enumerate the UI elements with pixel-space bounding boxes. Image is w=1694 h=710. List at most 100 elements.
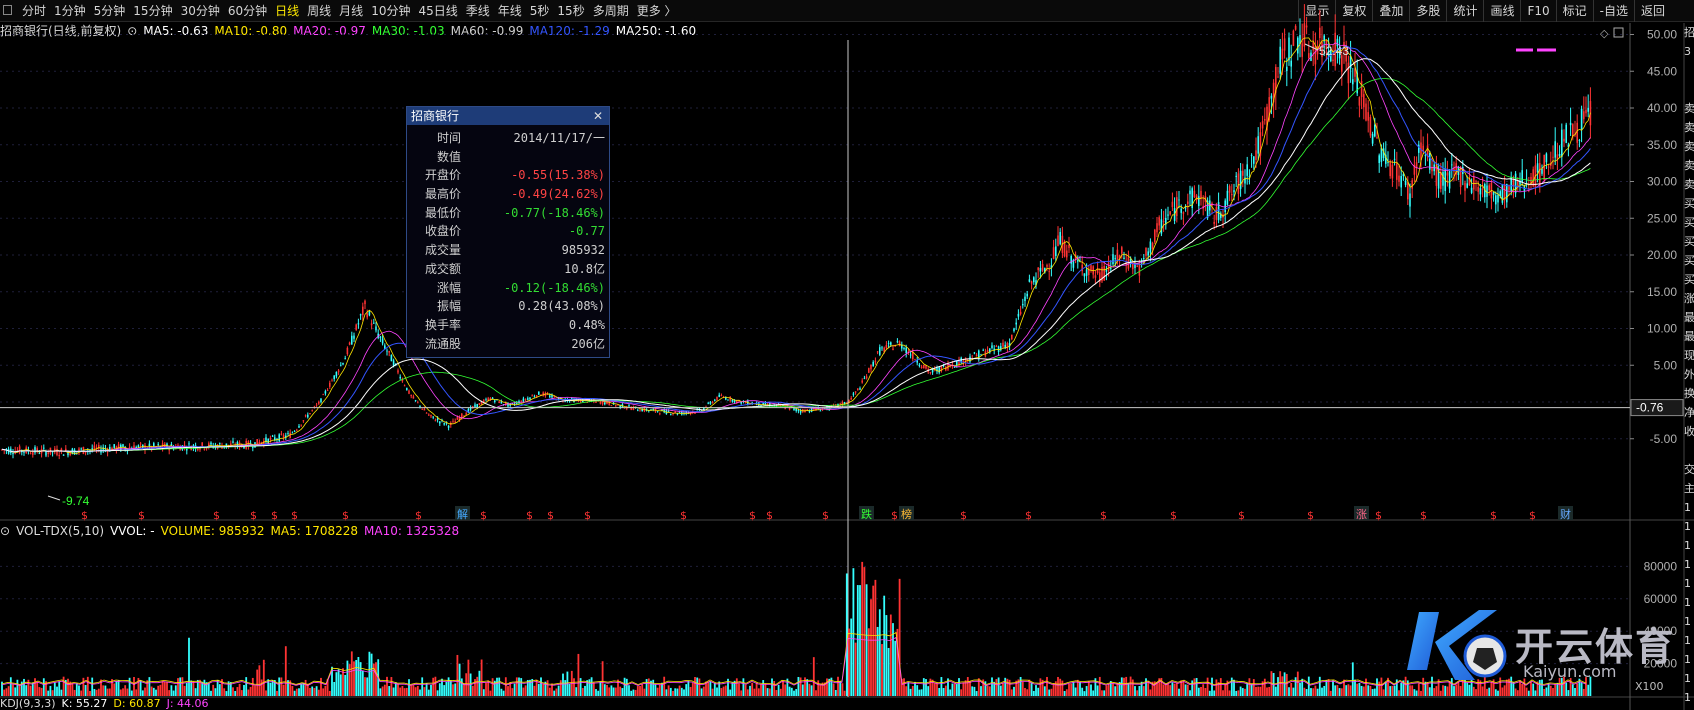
dividend-marker[interactable]: $ xyxy=(342,509,349,522)
diamond-icon[interactable]: ◇ xyxy=(1600,27,1609,40)
dividend-marker[interactable]: $ xyxy=(213,509,220,522)
volume-bar xyxy=(1435,686,1438,696)
volume-bar xyxy=(150,686,153,696)
dividend-marker[interactable]: $ xyxy=(822,509,829,522)
toolbar-button[interactable]: 复权 xyxy=(1335,0,1372,22)
dividend-marker[interactable]: $ xyxy=(1375,509,1382,522)
dividend-marker[interactable]: $ xyxy=(891,509,898,522)
period-tab[interactable]: 年线 xyxy=(497,4,522,18)
period-tab[interactable]: 60分钟 xyxy=(227,4,268,18)
dividend-marker[interactable]: $ xyxy=(1307,509,1314,522)
volume-bar xyxy=(53,682,56,696)
candle-body xyxy=(1323,35,1325,42)
close-icon[interactable]: ✕ xyxy=(592,109,603,123)
candle-body xyxy=(368,311,371,316)
period-tab[interactable]: 月线 xyxy=(339,4,364,18)
period-tab[interactable]: 15秒 xyxy=(557,4,585,18)
event-marker-31[interactable]: 财 xyxy=(1560,507,1571,521)
dividend-marker[interactable]: $ xyxy=(81,509,88,522)
period-tab[interactable]: 30分钟 xyxy=(180,4,220,18)
period-tab[interactable]: 季线 xyxy=(465,4,490,18)
back-button[interactable]: 返回 xyxy=(1634,0,1671,22)
toolbar-button[interactable]: -自选 xyxy=(1592,0,1634,22)
candle-body xyxy=(170,444,173,446)
period-tab[interactable]: 1分钟 xyxy=(54,4,86,18)
dividend-marker[interactable]: $ xyxy=(960,509,967,522)
period-tab[interactable]: 5秒 xyxy=(529,4,550,18)
event-badge[interactable] xyxy=(1558,506,1573,520)
settings-dropdown-icon[interactable]: ⊙ xyxy=(127,24,138,38)
volume-bar xyxy=(1186,684,1189,696)
dividend-marker[interactable]: $ xyxy=(1025,509,1032,522)
event-badge[interactable] xyxy=(859,506,874,520)
dividend-marker[interactable]: $ xyxy=(749,509,756,522)
toolbar-button[interactable]: 显示 xyxy=(1298,0,1335,22)
dividend-marker[interactable]: $ xyxy=(547,509,554,522)
dividend-marker[interactable]: $ xyxy=(250,509,257,522)
dividend-marker[interactable]: $ xyxy=(480,509,487,522)
dividend-marker[interactable]: $ xyxy=(415,509,422,522)
toolbar-button[interactable]: 统计 xyxy=(1446,0,1483,22)
period-tab[interactable]: 5分钟 xyxy=(93,4,126,18)
toolbar-button[interactable]: 叠加 xyxy=(1372,0,1409,22)
period-tab[interactable]: 15分钟 xyxy=(133,4,173,18)
period-tab[interactable]: 日线 xyxy=(275,4,300,18)
period-tab[interactable]: 多周期 xyxy=(592,4,629,18)
candle-body xyxy=(1028,279,1031,282)
volume-bar xyxy=(1371,689,1374,696)
candle-body xyxy=(54,448,56,453)
event-badge[interactable] xyxy=(455,506,470,520)
volume-bar xyxy=(940,677,943,696)
dividend-marker[interactable]: $ xyxy=(766,509,773,522)
dividend-marker[interactable]: $ xyxy=(1529,509,1536,522)
vol-settings-icon[interactable]: ⊙ xyxy=(0,524,11,538)
candle-body xyxy=(428,414,430,416)
volume-bar xyxy=(1244,688,1246,696)
candle-body xyxy=(1332,59,1334,62)
period-tab[interactable]: 分时 xyxy=(22,4,47,18)
volume-bar xyxy=(962,682,965,696)
candle-body xyxy=(309,413,311,415)
event-marker-17[interactable]: 跌 xyxy=(861,507,872,521)
dividend-marker[interactable]: $ xyxy=(138,509,145,522)
dividend-marker[interactable]: $ xyxy=(1420,509,1427,522)
dividend-marker[interactable]: $ xyxy=(526,509,533,522)
dividend-marker[interactable]: $ xyxy=(1490,509,1497,522)
event-marker-26[interactable]: 涨 xyxy=(1356,508,1367,521)
volume-bar xyxy=(817,680,820,696)
volume-bar xyxy=(641,684,644,696)
dividend-marker[interactable]: $ xyxy=(680,509,687,522)
candle-body xyxy=(392,360,395,367)
period-tab[interactable]: 45日线 xyxy=(418,4,458,18)
toolbar-button[interactable]: 画线 xyxy=(1483,0,1520,22)
event-badge[interactable] xyxy=(899,506,914,520)
volume-bar xyxy=(1329,690,1332,696)
panel-toggle-icon[interactable] xyxy=(3,5,12,15)
period-tab[interactable]: 10分钟 xyxy=(371,4,411,18)
event-badge[interactable] xyxy=(1354,506,1369,520)
volume-bar xyxy=(1565,682,1568,696)
dividend-marker[interactable]: $ xyxy=(584,509,591,522)
volume-bar xyxy=(1420,690,1422,696)
candle-body xyxy=(304,415,307,417)
period-tab[interactable]: 周线 xyxy=(307,4,332,18)
event-marker-8[interactable]: 解 xyxy=(457,507,468,521)
toolbar-button[interactable]: 标记 xyxy=(1555,0,1593,22)
volume-bar xyxy=(698,678,701,696)
volume-bar xyxy=(399,687,402,696)
volume-bar xyxy=(911,685,914,696)
candle-body xyxy=(201,442,203,446)
toolbar-button[interactable]: F10 xyxy=(1520,0,1555,22)
dividend-marker[interactable]: $ xyxy=(1100,509,1107,522)
toolbar-button[interactable]: 多股 xyxy=(1409,0,1446,22)
volume-bar xyxy=(782,680,784,696)
period-tab[interactable]: 更多 〉 xyxy=(636,4,677,18)
dividend-marker[interactable]: $ xyxy=(1170,509,1177,522)
dividend-marker[interactable]: $ xyxy=(271,509,278,522)
window-icon[interactable] xyxy=(1613,27,1624,38)
volume-bar xyxy=(1292,687,1295,696)
event-marker-19[interactable]: 榜 xyxy=(901,507,912,521)
dividend-marker[interactable]: $ xyxy=(291,509,298,522)
dividend-marker[interactable]: $ xyxy=(1238,509,1245,522)
